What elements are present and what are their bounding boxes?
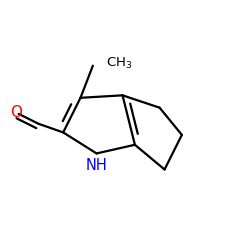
Text: O: O bbox=[10, 105, 22, 120]
Text: CH$_3$: CH$_3$ bbox=[106, 56, 133, 71]
Text: NH: NH bbox=[85, 158, 107, 173]
